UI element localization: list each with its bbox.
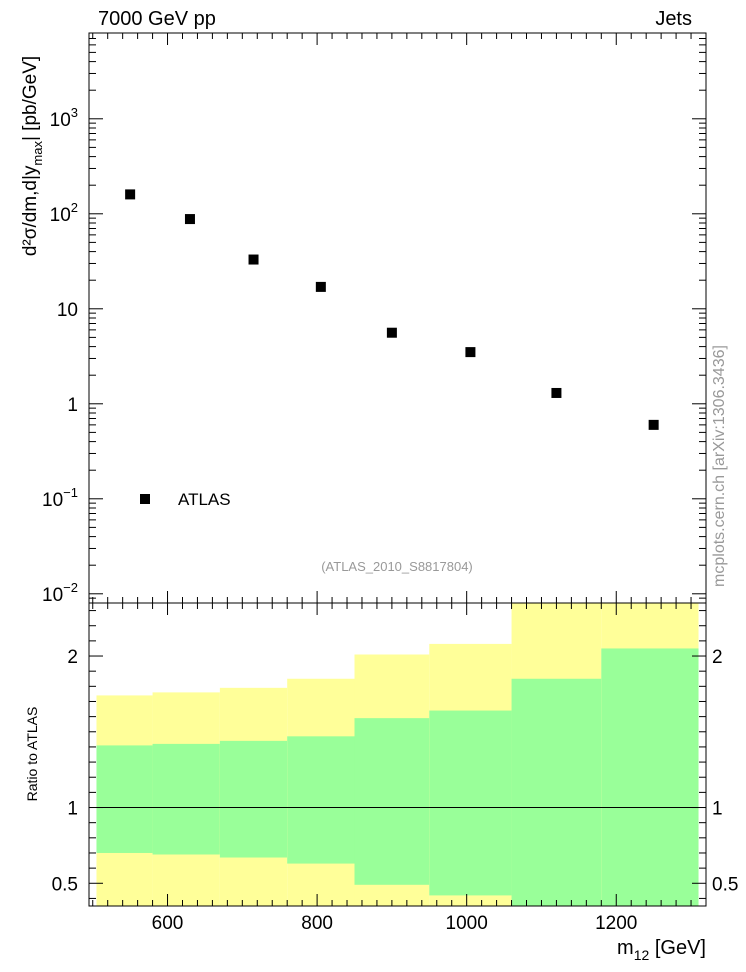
ratio-band-inner — [354, 718, 430, 885]
x-tick-label: 1200 — [595, 913, 637, 934]
data-point — [184, 214, 195, 225]
x-axis-label: m12 [GeV] — [617, 937, 706, 963]
data-point — [648, 419, 659, 430]
ratio-axes: 0.5 0.5 1 1 2 2 600 800 1000 1200 — [52, 603, 738, 934]
x-label-sub: 12 — [634, 947, 650, 963]
data-point — [248, 254, 259, 265]
ratio-band-inner — [219, 740, 288, 858]
ratio-y-tick-label-right: 1 — [712, 799, 723, 820]
analysis-annotation: (ATLAS_2010_S8817804) — [321, 559, 473, 574]
x-tick-label: 600 — [152, 913, 184, 934]
main-y-tick-label: 10−1 — [42, 485, 78, 511]
ratio-y-tick-label: 0.5 — [52, 874, 78, 895]
watermark: mcplots.cern.ch [arXiv:1306.3436] — [711, 345, 728, 587]
main-y-tick-label: 10−2 — [42, 580, 78, 606]
ratio-y-tick-label-right: 2 — [712, 647, 723, 668]
ratio-y-axis-label: Ratio to ATLAS — [24, 707, 40, 802]
ratio-y-tick-label: 1 — [67, 799, 78, 820]
ratio-band-inner — [511, 678, 602, 906]
x-tick-label: 800 — [301, 913, 333, 934]
main-data-points — [125, 189, 659, 430]
main-y-axis-label: d²σ/dm,d|ymax| [pb/GeV] — [20, 56, 45, 256]
x-label-tail: [GeV] — [649, 937, 706, 959]
data-point — [125, 189, 136, 200]
main-y-tick-label: 103 — [50, 105, 78, 131]
header-left: 7000 GeV pp — [98, 8, 216, 30]
main-y-label-sub: max — [30, 141, 45, 166]
data-point — [386, 327, 397, 338]
data-point — [465, 347, 476, 358]
ratio-frame — [88, 602, 707, 907]
main-y-tick-label: 1 — [67, 395, 78, 416]
ratio-bands — [96, 603, 699, 906]
main-panel: 10−2 10−1 1 10 102 103 ATLAS (ATLAS_2010_S881… — [20, 32, 707, 606]
ratio-band-inner — [287, 736, 355, 864]
data-point — [315, 281, 326, 292]
main-y-tick-label: 10 — [57, 300, 78, 321]
x-label-main: m — [617, 937, 634, 959]
main-y-label-tail: | [pb/GeV] — [20, 56, 41, 141]
main-y-tick-label: 102 — [50, 200, 78, 226]
ratio-band-inner — [152, 743, 220, 855]
legend-label: ATLAS — [178, 490, 231, 509]
main-y-label-main: d²σ/dm,d|y — [20, 165, 41, 256]
data-point — [551, 387, 562, 398]
legend: ATLAS — [140, 490, 231, 509]
legend-marker — [140, 494, 150, 504]
main-y-axis: 10−2 10−1 1 10 102 103 — [42, 32, 706, 606]
header-right: Jets — [655, 8, 692, 30]
main-frame — [88, 32, 707, 604]
ratio-band-inner — [429, 710, 512, 896]
ratio-band-inner — [601, 648, 699, 906]
ratio-y-tick-label-right: 0.5 — [712, 874, 738, 895]
ratio-band-inner — [96, 745, 153, 853]
x-tick-label: 1000 — [446, 913, 488, 934]
ratio-y-tick-label: 2 — [67, 647, 78, 668]
